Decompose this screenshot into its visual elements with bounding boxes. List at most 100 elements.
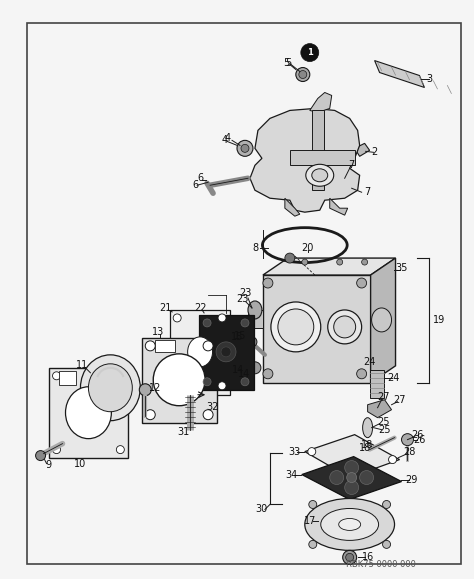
Ellipse shape [339, 518, 361, 530]
Text: 26: 26 [413, 435, 426, 445]
Text: 1: 1 [307, 48, 313, 57]
Text: 25: 25 [377, 417, 390, 427]
Text: 5: 5 [283, 57, 289, 68]
Ellipse shape [89, 364, 132, 412]
Circle shape [401, 434, 413, 446]
Polygon shape [285, 198, 300, 216]
Bar [58, 371, 76, 385]
Bar [248, 310, 263, 328]
Circle shape [308, 448, 316, 456]
Ellipse shape [65, 387, 111, 439]
Text: 16: 16 [362, 552, 374, 562]
Circle shape [346, 472, 356, 482]
Ellipse shape [363, 417, 373, 438]
Circle shape [241, 319, 249, 327]
Text: 15: 15 [231, 332, 243, 342]
Circle shape [299, 71, 307, 79]
Circle shape [362, 259, 368, 265]
Circle shape [116, 372, 124, 380]
Circle shape [53, 372, 61, 380]
Text: 31: 31 [177, 427, 189, 437]
Text: 14: 14 [238, 369, 250, 379]
Circle shape [173, 314, 181, 322]
Circle shape [302, 259, 308, 265]
Polygon shape [250, 108, 360, 212]
Text: 17: 17 [304, 516, 316, 526]
Text: 23: 23 [239, 288, 251, 298]
Circle shape [203, 410, 213, 420]
Text: 18: 18 [361, 439, 373, 450]
Circle shape [356, 278, 366, 288]
Circle shape [203, 341, 213, 351]
Circle shape [216, 342, 236, 362]
Text: 6: 6 [192, 180, 198, 190]
Text: 27: 27 [377, 392, 390, 402]
Circle shape [356, 369, 366, 379]
Text: 21: 21 [159, 303, 172, 313]
Circle shape [389, 456, 397, 464]
Text: 7: 7 [365, 187, 371, 197]
Ellipse shape [188, 337, 212, 367]
Circle shape [145, 410, 155, 420]
Circle shape [301, 43, 319, 61]
Circle shape [218, 382, 226, 390]
Circle shape [241, 378, 249, 386]
Circle shape [116, 446, 124, 453]
Circle shape [203, 319, 211, 327]
Text: 25: 25 [378, 424, 391, 435]
Text: 34: 34 [286, 470, 298, 479]
Text: 28: 28 [403, 446, 416, 457]
Bar [170, 310, 230, 395]
Bar [290, 151, 355, 165]
Polygon shape [374, 61, 424, 87]
Circle shape [330, 471, 344, 485]
Circle shape [139, 384, 151, 395]
Ellipse shape [248, 301, 262, 319]
Circle shape [383, 540, 391, 548]
Text: 9: 9 [46, 460, 52, 470]
Text: 8: 8 [252, 243, 258, 253]
Circle shape [309, 540, 317, 548]
Bar [312, 111, 324, 190]
Circle shape [309, 500, 317, 508]
Ellipse shape [334, 316, 356, 338]
Circle shape [296, 68, 310, 82]
Bar [199, 315, 254, 390]
Text: 30: 30 [256, 504, 268, 515]
Ellipse shape [306, 164, 334, 186]
Polygon shape [310, 93, 332, 112]
Text: 14: 14 [232, 365, 244, 375]
Circle shape [345, 460, 359, 475]
Text: 24: 24 [387, 373, 400, 383]
Circle shape [263, 369, 273, 379]
Polygon shape [355, 144, 370, 156]
Text: 18: 18 [358, 442, 371, 453]
Ellipse shape [312, 169, 328, 182]
Polygon shape [305, 435, 400, 478]
Text: 2: 2 [372, 147, 378, 157]
Circle shape [285, 253, 295, 263]
Bar [188, 374, 202, 386]
Ellipse shape [278, 309, 314, 345]
Text: 12: 12 [149, 383, 162, 393]
Circle shape [263, 278, 273, 288]
Text: 10: 10 [74, 459, 87, 468]
Text: 23: 23 [236, 294, 248, 304]
Text: 4: 4 [225, 133, 231, 144]
Ellipse shape [153, 354, 205, 406]
Text: 32: 32 [206, 402, 218, 412]
Circle shape [345, 481, 359, 494]
Polygon shape [368, 400, 392, 417]
Text: 5: 5 [285, 57, 291, 68]
Circle shape [241, 144, 249, 152]
Text: 3: 3 [427, 74, 432, 83]
Text: 24: 24 [364, 357, 376, 367]
Text: 6: 6 [197, 173, 203, 184]
Circle shape [343, 551, 356, 565]
Ellipse shape [372, 308, 392, 332]
Bar [48, 368, 128, 457]
Circle shape [247, 337, 257, 347]
Bar [155, 340, 175, 352]
Circle shape [346, 554, 354, 562]
Text: RBK75 0000 000: RBK75 0000 000 [346, 560, 416, 569]
